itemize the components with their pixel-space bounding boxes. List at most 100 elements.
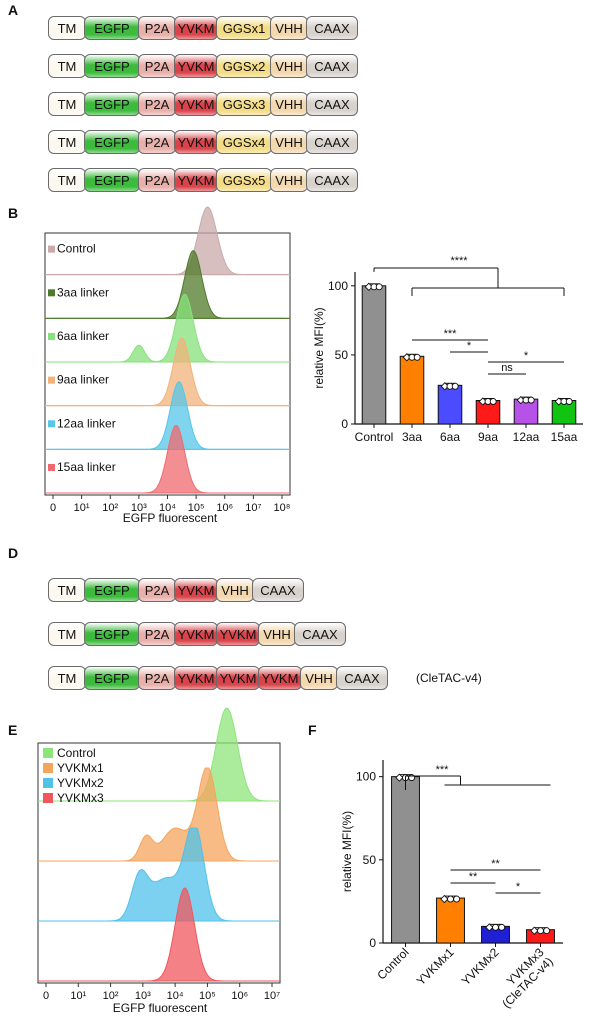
x-tick-label: 10¹ [74, 502, 90, 514]
legend-label: Control [57, 746, 96, 760]
legend-swatch [48, 463, 55, 471]
data-point [565, 398, 573, 405]
bar-0 [361, 285, 387, 425]
legend-label: 6aa linker [57, 329, 109, 343]
significance-label: * [524, 350, 529, 362]
x-tick-label: 10⁸ [274, 502, 291, 514]
y-tick-label: 0 [341, 417, 348, 431]
legend-label: YVKMx1 [57, 761, 104, 775]
x-axis-label: EGFP fluorescent [113, 1001, 208, 1015]
x-axis-label: EGFP fluorescent [123, 511, 218, 525]
data-point [489, 398, 497, 405]
x-tick-label: 0 [43, 990, 49, 1002]
legend-swatch [48, 245, 55, 253]
x-tick-label: 10⁷ [264, 990, 280, 1002]
histogram-frame [37, 742, 281, 984]
data-point [537, 927, 544, 935]
x-tick-label: 10¹ [70, 990, 86, 1002]
y-axis-label: relative MFI(%) [312, 307, 326, 388]
legend-label: YVKMx3 [57, 791, 104, 805]
histogram-yvkmx2 [38, 827, 280, 922]
panel-label-a: A [8, 2, 19, 18]
legend-swatch [43, 763, 53, 773]
legend-swatch [48, 376, 55, 384]
significance-label: *** [436, 764, 450, 776]
data-point [451, 382, 459, 390]
x-tick-label: Control [355, 430, 394, 444]
x-tick-label: YVKMx2 [459, 945, 502, 988]
legend-label: 3aa linker [57, 285, 109, 299]
legend-swatch [48, 420, 55, 428]
x-tick-label: 10³ [131, 502, 147, 514]
x-tick-label: 6aa [440, 430, 460, 444]
significance-label: **** [450, 255, 468, 267]
x-tick-label: 9aa [478, 430, 498, 444]
x-tick-label: 10⁵ [188, 502, 205, 514]
significance-label: ** [469, 871, 478, 883]
legend-swatch [48, 289, 55, 297]
x-tick-label: YVKMx1 [414, 945, 457, 988]
y-axis-label: relative MFI(%) [340, 811, 354, 892]
significance-label: * [516, 881, 521, 893]
y-tick-label: 100 [356, 770, 376, 784]
x-tick-label: 10⁷ [245, 502, 261, 514]
x-tick-label: 10⁶ [231, 990, 248, 1002]
data-point [364, 282, 373, 291]
y-tick-label: 100 [328, 279, 348, 293]
x-tick-label: 10⁵ [199, 990, 216, 1002]
bar-0 [391, 776, 420, 944]
data-point [530, 926, 539, 935]
x-tick-label: Control [374, 945, 411, 982]
bar-1 [399, 355, 425, 425]
data-point [440, 894, 449, 904]
data-point [402, 353, 411, 362]
construct-note: (CleTAC-v4) [416, 671, 482, 685]
legend-swatch [43, 793, 53, 803]
panel-label-e: E [8, 722, 18, 738]
x-tick-label: 12aa [513, 430, 540, 444]
bar-1 [436, 897, 465, 944]
x-tick-label: 10² [102, 502, 118, 514]
legend-label: 15aa linker [57, 460, 116, 474]
x-tick-label: 10⁴ [167, 990, 184, 1002]
significance-label: * [467, 340, 472, 352]
data-point [375, 283, 383, 291]
legend-swatch [48, 332, 55, 340]
data-point [478, 397, 487, 406]
x-tick-label-line: YVKMx1 [414, 945, 457, 988]
x-tick-label: 10² [103, 990, 119, 1002]
data-point [554, 397, 563, 406]
data-point [485, 923, 494, 932]
data-point [395, 773, 404, 782]
legend-label: Control [57, 242, 96, 256]
x-tick-label: 10³ [135, 990, 151, 1002]
y-tick-label: 50 [363, 853, 377, 867]
x-tick-label: 15aa [551, 430, 578, 444]
x-tick-label: 10⁶ [216, 502, 233, 514]
data-point [440, 382, 449, 391]
panel-label-b: B [8, 205, 19, 221]
significance-label: ns [501, 362, 513, 374]
y-tick-label: 0 [369, 936, 376, 950]
x-tick-label-line: Control [374, 945, 411, 982]
x-tick-label: 10⁴ [159, 502, 176, 514]
y-tick-label: 50 [335, 348, 349, 362]
legend-label: YVKMx2 [57, 776, 104, 790]
data-point [453, 895, 461, 903]
panel-label-d: D [8, 545, 19, 561]
data-point [516, 395, 525, 405]
data-point [413, 353, 421, 361]
significance-label: ** [491, 858, 500, 870]
legend-label: 9aa linker [57, 373, 109, 387]
legend-swatch [43, 748, 53, 758]
data-point [492, 923, 499, 931]
x-tick-label: 3aa [402, 430, 422, 444]
data-point [498, 923, 506, 931]
legend-swatch [43, 778, 53, 788]
x-tick-label: 0 [50, 502, 56, 514]
data-point [543, 927, 551, 935]
significance-label: *** [444, 328, 458, 340]
panel-label-f: F [308, 722, 317, 738]
legend-label: 12aa linker [57, 416, 116, 430]
